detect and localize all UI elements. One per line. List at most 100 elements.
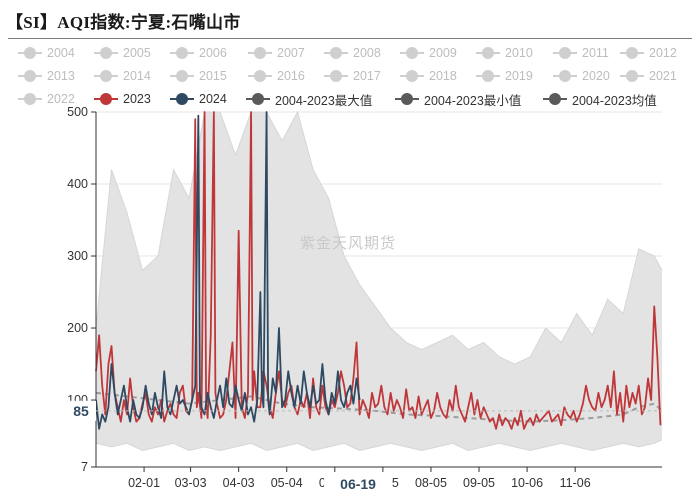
legend-label: 2023 <box>123 92 151 106</box>
legend-marker-icon <box>246 93 270 105</box>
legend-label: 2019 <box>505 69 533 83</box>
legend-label: 2009 <box>429 46 457 60</box>
legend-marker-icon <box>620 47 644 59</box>
min-max-band <box>95 110 663 451</box>
x-tick-label: 11-06 <box>560 476 591 490</box>
series-2004-2023-min-line <box>95 439 663 451</box>
legend-marker-icon <box>94 93 118 105</box>
legend-item-2011[interactable]: 2011 <box>553 44 609 62</box>
crosshair-y-badge <box>66 400 96 421</box>
crosshair-x-badge <box>324 472 393 494</box>
legend-marker-icon <box>476 70 500 82</box>
legend-item-2015[interactable]: 2015 <box>170 67 227 85</box>
legend-marker-icon <box>543 93 567 105</box>
legend-label: 2018 <box>429 69 457 83</box>
series-lines <box>95 111 662 430</box>
series-2024-line <box>95 111 361 430</box>
legend-label: 2010 <box>505 46 533 60</box>
legend-marker-icon <box>248 47 272 59</box>
legend-label: 2006 <box>199 46 227 60</box>
legend-item-2010[interactable]: 2010 <box>476 44 533 62</box>
legend-marker-icon <box>170 93 194 105</box>
legend-label: 2007 <box>277 46 305 60</box>
y-tick-label: 7 <box>81 460 88 474</box>
legend-item-2008[interactable]: 2008 <box>324 44 381 62</box>
legend-item-2004-2023最小值[interactable]: 2004-2023最小值 <box>395 90 521 108</box>
x-tick-label: 02-01 <box>128 476 160 490</box>
legend-marker-icon <box>324 47 348 59</box>
series-2004-2023-max-line <box>95 110 663 365</box>
y-tick-label: 200 <box>67 321 88 335</box>
crosshair-x-label: 06-19 <box>340 476 376 492</box>
legend-label: 2013 <box>47 69 75 83</box>
legend-label: 2004 <box>47 46 75 60</box>
crosshair: 85 06-19 <box>66 400 662 494</box>
legend-marker-icon <box>553 47 577 59</box>
legend-label: 2014 <box>123 69 151 83</box>
y-tick-label: 500 <box>67 105 88 119</box>
legend-label: 2004-2023最大值 <box>275 93 373 108</box>
title-divider <box>8 38 692 39</box>
x-tick-label: 10-06 <box>511 476 543 490</box>
legend-marker-icon <box>248 70 272 82</box>
legend-label: 2022 <box>47 92 75 106</box>
legend-item-2012[interactable]: 2012 <box>620 44 677 62</box>
legend-label: 2004-2023均值 <box>572 93 657 108</box>
legend-marker-icon <box>620 70 644 82</box>
legend-item-2006[interactable]: 2006 <box>170 44 227 62</box>
chart-title: 【SI】AQI指数:宁夏:石嘴山市 <box>6 13 241 32</box>
legend-label: 2016 <box>277 69 305 83</box>
x-tick-label: 05-04 <box>271 476 303 490</box>
legend-label: 2011 <box>582 46 609 60</box>
legend-marker-icon <box>395 93 419 105</box>
legend-marker-icon <box>170 70 194 82</box>
legend-marker-icon <box>170 47 194 59</box>
legend-marker-icon <box>18 70 42 82</box>
legend-item-2004[interactable]: 2004 <box>18 44 75 62</box>
legend-marker-icon <box>324 70 348 82</box>
legend-marker-icon <box>476 47 500 59</box>
legend-item-2022[interactable]: 2022 <box>18 90 75 108</box>
legend-item-2019[interactable]: 2019 <box>476 67 533 85</box>
legend-label: 2008 <box>353 46 381 60</box>
legend-item-2014[interactable]: 2014 <box>94 67 151 85</box>
legend-label: 2015 <box>199 69 227 83</box>
legend-label: 2021 <box>649 69 677 83</box>
legend-item-2009[interactable]: 2009 <box>400 44 457 62</box>
x-tick-label: 03-03 <box>175 476 207 490</box>
legend-item-2023[interactable]: 2023 <box>94 90 151 108</box>
x-tick-label: 08-05 <box>415 476 447 490</box>
legend-item-2005[interactable]: 2005 <box>94 44 151 62</box>
legend-item-2013[interactable]: 2013 <box>18 67 75 85</box>
legend-item-2024[interactable]: 2024 <box>170 90 227 108</box>
legend-item-2016[interactable]: 2016 <box>248 67 305 85</box>
legend-label: 2012 <box>649 46 677 60</box>
legend-marker-icon <box>400 70 424 82</box>
legend-label: 2024 <box>199 92 227 106</box>
crosshair-y-label: 85 <box>73 403 89 419</box>
legend-marker-icon <box>94 70 118 82</box>
x-tick-label: 04-03 <box>223 476 255 490</box>
legend-item-2017[interactable]: 2017 <box>324 67 381 85</box>
legend-item-2021[interactable]: 2021 <box>620 67 677 85</box>
legend-item-2007[interactable]: 2007 <box>248 44 305 62</box>
series-2004-2023-range-area <box>96 112 662 451</box>
legend-label: 2004-2023最小值 <box>424 93 522 108</box>
legend-item-2004-2023最大值[interactable]: 2004-2023最大值 <box>246 90 372 108</box>
legend-marker-icon <box>18 93 42 105</box>
y-tick-label: 400 <box>67 177 88 191</box>
legend-item-2018[interactable]: 2018 <box>400 67 457 85</box>
legend-marker-icon <box>553 70 577 82</box>
watermark: 紫金天风期货 <box>300 235 397 252</box>
legend-item-2020[interactable]: 2020 <box>553 67 610 85</box>
legend-label: 2005 <box>123 46 151 60</box>
legend-marker-icon <box>18 47 42 59</box>
legend-label: 2020 <box>582 69 610 83</box>
chart-legend: 2004 2005 2006 2007 2008 2009 2010 2011 2012 2013… <box>0 44 700 114</box>
x-tick-label: 09-05 <box>463 476 495 490</box>
legend-marker-icon <box>94 47 118 59</box>
legend-item-2004-2023均值[interactable]: 2004-2023均值 <box>543 90 657 108</box>
y-tick-label: 300 <box>67 249 88 263</box>
legend-label: 2017 <box>353 69 381 83</box>
